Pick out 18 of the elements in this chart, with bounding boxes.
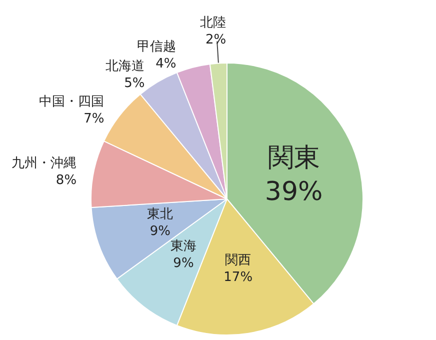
slice-label: 北海道 — [106, 59, 145, 74]
slice-label: 東海 — [170, 239, 196, 254]
slice-label: 北陸 — [200, 15, 226, 30]
data-label: 7% — [84, 112, 104, 127]
slice-label: 関東 — [268, 142, 320, 173]
data-label: 9% — [173, 256, 194, 272]
data-label: 9% — [150, 224, 171, 240]
data-label: 17% — [224, 270, 253, 286]
data-label: 2% — [205, 32, 226, 48]
data-label: 39% — [264, 176, 323, 207]
data-label: 8% — [56, 173, 77, 188]
slice-label: 九州・沖縄 — [12, 156, 77, 172]
data-label: 5% — [124, 76, 145, 92]
slice-label: 中国・四国 — [39, 94, 104, 110]
slice-label: 東北 — [147, 207, 174, 222]
slice-label: 甲信越 — [137, 40, 176, 55]
data-label: 4% — [156, 56, 176, 72]
slice-label: 関西 — [225, 253, 252, 268]
